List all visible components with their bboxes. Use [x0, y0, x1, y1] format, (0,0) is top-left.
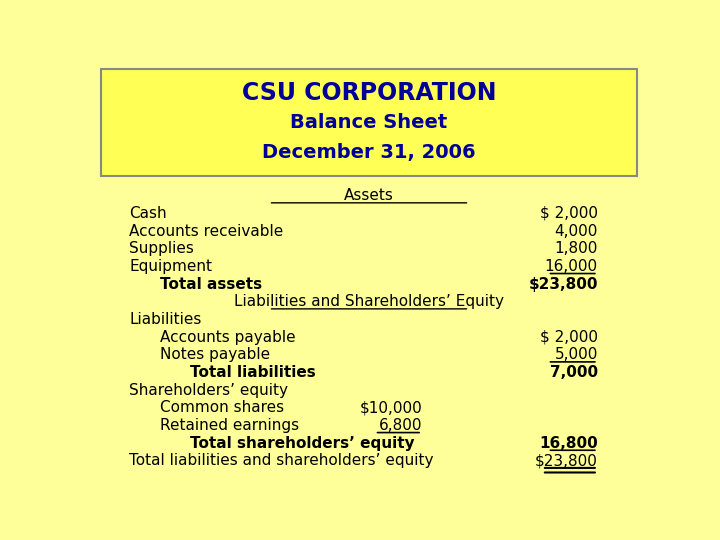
Text: 6,800: 6,800	[379, 418, 422, 433]
Text: Supplies: Supplies	[129, 241, 194, 256]
Text: Common shares: Common shares	[160, 400, 284, 415]
Text: Total shareholders’ equity: Total shareholders’ equity	[190, 436, 415, 451]
Text: Equipment: Equipment	[129, 259, 212, 274]
Text: 5,000: 5,000	[554, 347, 598, 362]
Text: December 31, 2006: December 31, 2006	[262, 143, 476, 162]
Text: Liabilities: Liabilities	[129, 312, 202, 327]
Text: Shareholders’ equity: Shareholders’ equity	[129, 383, 288, 397]
Text: $ 2,000: $ 2,000	[540, 329, 598, 345]
Text: $23,800: $23,800	[535, 454, 598, 468]
Text: Total liabilities: Total liabilities	[190, 365, 316, 380]
Text: Assets: Assets	[344, 188, 394, 203]
Text: Balance Sheet: Balance Sheet	[290, 113, 448, 132]
FancyBboxPatch shape	[101, 69, 637, 176]
Text: Liabilities and Shareholders’ Equity: Liabilities and Shareholders’ Equity	[234, 294, 504, 309]
Text: $ 2,000: $ 2,000	[540, 206, 598, 221]
Text: 1,800: 1,800	[554, 241, 598, 256]
Text: Total liabilities and shareholders’ equity: Total liabilities and shareholders’ equi…	[129, 454, 433, 468]
Text: Accounts payable: Accounts payable	[160, 329, 295, 345]
Text: 4,000: 4,000	[554, 224, 598, 239]
Text: $23,800: $23,800	[528, 276, 598, 292]
Text: 16,000: 16,000	[544, 259, 598, 274]
Text: $10,000: $10,000	[359, 400, 422, 415]
Text: CSU CORPORATION: CSU CORPORATION	[242, 80, 496, 105]
Text: Total assets: Total assets	[160, 276, 262, 292]
Text: 7,000: 7,000	[549, 365, 598, 380]
Text: 16,800: 16,800	[539, 436, 598, 451]
Text: Accounts receivable: Accounts receivable	[129, 224, 283, 239]
Text: Retained earnings: Retained earnings	[160, 418, 299, 433]
Text: Notes payable: Notes payable	[160, 347, 270, 362]
Text: Cash: Cash	[129, 206, 167, 221]
